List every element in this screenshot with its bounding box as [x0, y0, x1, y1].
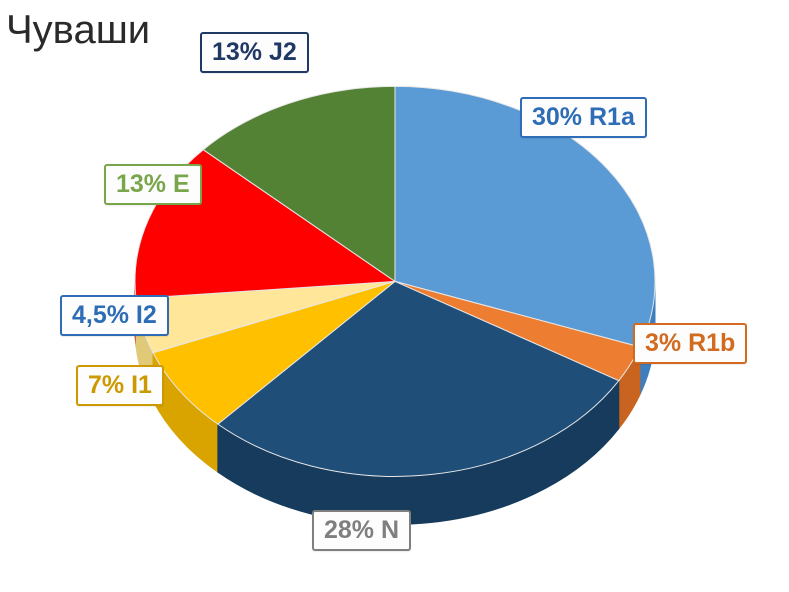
- slice-label-I1: 7% I1: [76, 365, 164, 406]
- slice-label-I2: 4,5% I2: [60, 295, 169, 336]
- slice-label-R1a: 30% R1a: [520, 97, 647, 138]
- slice-label-J2: 13% J2: [200, 32, 309, 73]
- slice-label-E: 13% E: [104, 164, 202, 205]
- slice-label-N: 28% N: [312, 510, 411, 551]
- slice-label-R1b: 3% R1b: [633, 323, 747, 364]
- chart-container: Чуваши 30% R1a3% R1b28% N7% I14,5% I213%…: [0, 0, 789, 592]
